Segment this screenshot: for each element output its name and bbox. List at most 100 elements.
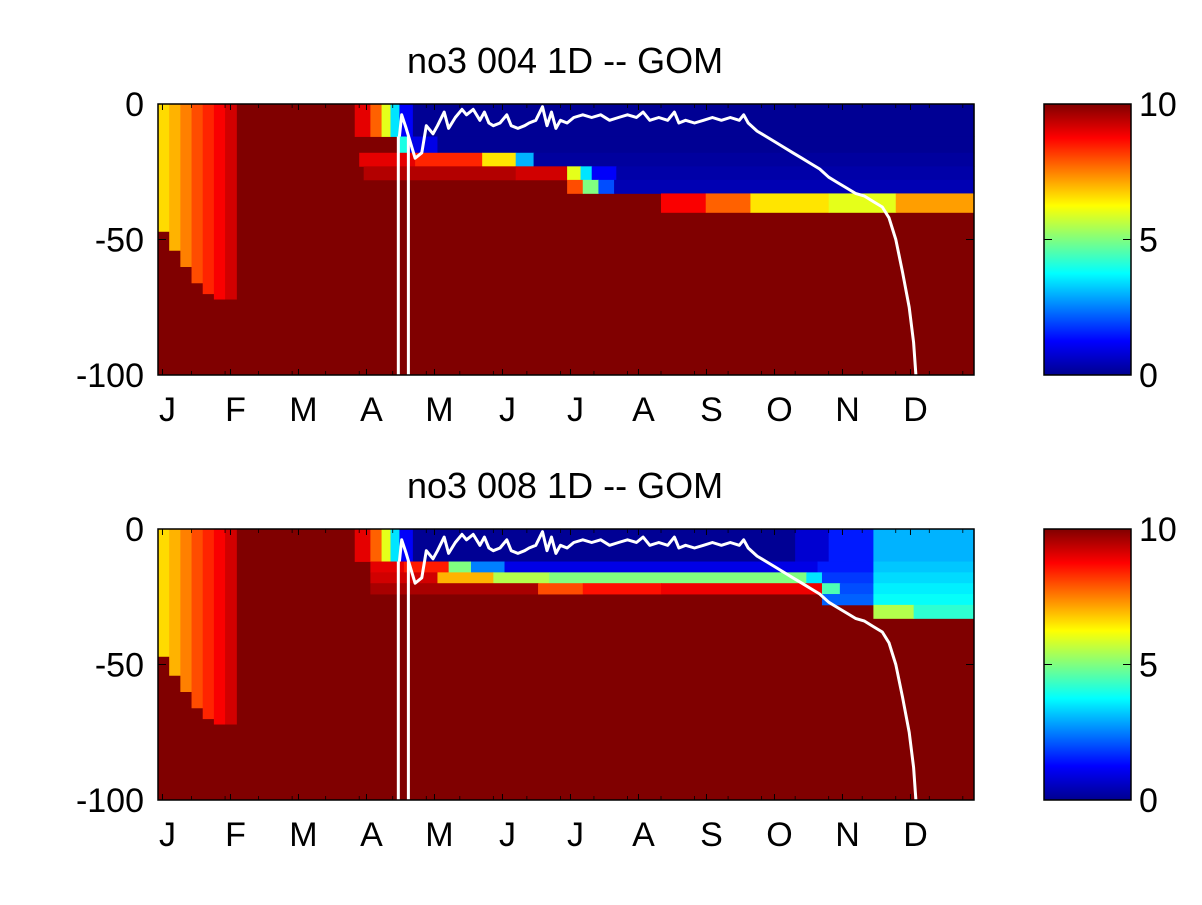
colorbar-tick-label: 10 [1139,86,1177,124]
x-tick-label: J [567,816,584,854]
heatmap-cell [399,136,409,154]
x-tick-label: J [499,391,516,429]
heatmap-cell [399,104,414,137]
x-tick-label: J [159,816,176,854]
x-tick-label: S [700,391,723,429]
heatmap-cell [202,104,215,295]
y-tick-label: -50 [95,647,144,685]
x-tick-label: S [700,816,723,854]
heatmap-cell [616,166,975,181]
heatmap-cell [213,529,226,725]
panel-1-title: no3 004 1D -- GOM [407,40,723,81]
x-tick-label: A [632,391,655,429]
x-tick-label: F [225,391,246,429]
heatmap-cell [582,179,600,194]
heatmap-cell [750,193,830,213]
heatmap-cell [202,529,215,720]
x-tick-label: A [360,816,383,854]
heatmap-cell [705,193,752,213]
heatmap-cell [821,594,874,606]
heatmap-cell [437,572,494,584]
heatmap-cell [661,583,823,595]
heatmap-cell [913,604,975,619]
x-tick-label: M [289,391,317,429]
heatmap-cell [795,529,830,562]
heatmap-cell [821,572,874,584]
heatmap-cell [191,104,204,284]
heatmap-cell [873,594,975,606]
panel-1-heatmap [158,104,975,376]
heatmap-cell [381,529,392,562]
heatmap-cell [482,152,517,167]
panel-1-colorbar-ticks: 10 5 0 [1044,86,1177,395]
heatmap-cell [370,561,405,573]
white-line-series [397,530,918,801]
colorbar-tick-label: 10 [1139,511,1177,549]
panel-2-colorbar: 10 5 0 [1043,511,1177,820]
heatmap-cell [180,529,193,692]
heatmap-cell [359,152,416,167]
heatmap-cell [591,166,617,181]
colorbar-tick-label: 5 [1139,647,1158,685]
heatmap-cell [370,572,439,584]
heatmap-cell [403,561,450,573]
panel-2-colorbar-gradient [1044,529,1131,800]
heatmap-cell [381,104,392,137]
heatmap-cell [549,572,807,584]
heatmap-cell [437,136,975,154]
heatmap-cell [873,583,975,595]
x-tick-label: N [835,816,860,854]
heatmap-cell [515,152,535,167]
heatmap-cell [169,104,181,251]
heatmap-cell [538,583,584,595]
x-tick-label: A [632,816,655,854]
heatmap-cell [806,572,823,584]
panel-2-axes: J F M A M J J A S O N D 0 -50 -100 [76,511,974,854]
heatmap-cell [470,561,506,573]
x-tick-label: M [289,816,317,854]
panel-2-colorbar-ticks: 10 5 0 [1044,511,1177,820]
heatmap-cell [448,561,472,573]
x-tick-label: A [360,391,383,429]
heatmap-cell [354,529,371,562]
heatmap-cell [580,166,593,181]
heatmap-cell [158,104,170,232]
heatmap-cell [363,166,517,181]
heatmap-cell [225,104,237,300]
heatmap-cell [504,561,819,573]
heatmap-cell [873,572,975,584]
heatmap-cell [370,583,539,595]
heatmap-cell [169,529,181,676]
heatmap-cell [191,529,204,709]
x-tick-label: O [766,391,792,429]
white-line-series [397,105,918,376]
y-tick-label: -50 [95,222,144,260]
x-tick-label: M [425,391,453,429]
heatmap-cell [817,561,874,573]
heatmap-cell [828,529,874,562]
colorbar-tick-label: 0 [1139,357,1158,395]
colorbar-tick-label: 0 [1139,782,1158,820]
y-tick-label: 0 [125,86,144,124]
heatmap-cell [399,529,414,562]
heatmap-cell [412,529,796,562]
heatmap-cell [415,152,483,167]
heatmap-cell [582,583,662,595]
panel-2: no3 008 1D -- GOM J F M A M J J A S O N D 0 -50 -100 1… [76,465,1177,854]
heatmap-cell [873,561,975,573]
x-tick-label: D [903,816,928,854]
heatmap-cell [661,193,707,213]
panel-2-heatmap [158,529,975,801]
panel-1-axes: J F M A M J J A S O N D 0 -50 -100 [76,86,974,429]
colorbar-tick-label: 5 [1139,222,1158,260]
heatmap-cell [598,179,615,194]
heatmap-cell [412,104,975,137]
y-tick-label: 0 [125,511,144,549]
panel-1-colorbar: 10 5 0 [1043,86,1177,395]
heatmap-cell [895,193,975,213]
heatmap-cell [213,104,226,300]
heatmap-cell [158,529,170,657]
panel-1-colorbar-gradient [1044,104,1131,375]
